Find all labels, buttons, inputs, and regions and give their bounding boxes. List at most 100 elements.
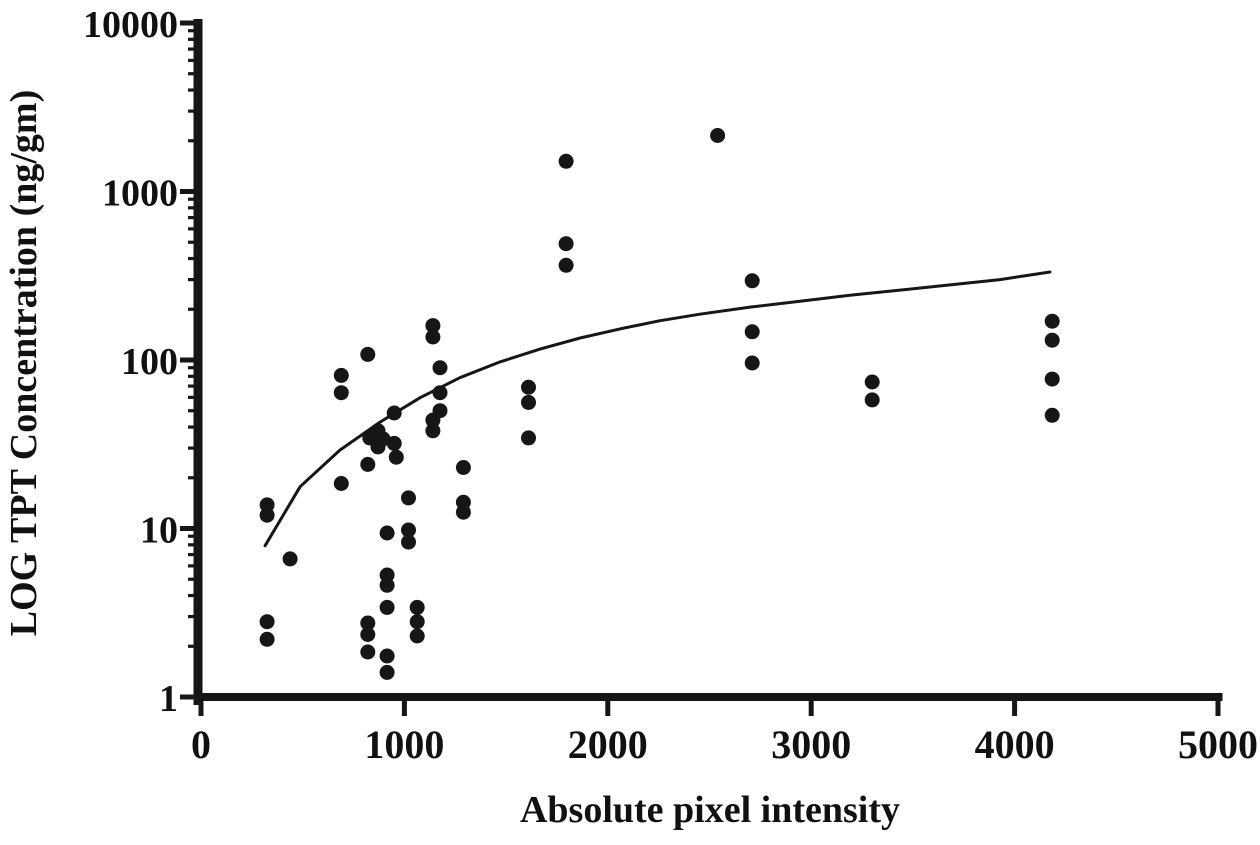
data-point [425,329,441,345]
data-point [455,460,471,475]
data-point [409,599,425,615]
y-major-tick [180,526,199,531]
data-point [401,534,416,550]
data-point [521,430,536,446]
data-point [864,392,880,408]
data-point [432,403,448,419]
data-point [401,522,416,538]
y-minor-tick [188,227,199,231]
data-point [1044,332,1060,348]
y-minor-tick [188,577,199,581]
data-point [333,385,349,401]
y-minor-tick [188,72,199,76]
data-point [379,599,395,615]
y-tick-label: 1000 [102,173,178,215]
y-minor-tick [188,534,199,538]
y-minor-tick [188,216,199,220]
x-tick-label: 5000 [1178,722,1258,767]
y-minor-tick [188,139,199,143]
y-minor-tick [188,47,199,51]
fit-curve [263,270,1052,548]
y-minor-tick [188,29,199,33]
y-minor-tick [188,615,199,619]
y-minor-tick [188,446,199,450]
x-axis-spine [193,693,1223,701]
data-point [432,360,448,376]
data-point [1044,371,1060,387]
x-tick-label: 2000 [568,722,648,767]
y-minor-tick [188,307,199,311]
data-point [333,367,349,383]
y-minor-tick [188,58,199,62]
y-axis-tick-labels: 1 10 100 1000 10000 [83,4,178,720]
x-axis-ticks [198,697,1221,716]
fit-curve-layer [263,270,1052,548]
x-major-tick [605,697,611,716]
y-minor-tick [188,644,199,648]
data-point [521,379,536,395]
data-point [744,273,760,289]
data-point [259,497,275,513]
y-minor-tick [188,409,199,413]
y-minor-tick [188,425,199,429]
y-major-tick [180,20,199,26]
x-major-tick [1215,697,1221,716]
data-point [333,476,349,491]
data-point [386,435,402,451]
y-tick-label: 1 [159,678,178,720]
data-point [1044,313,1060,329]
x-axis-title: Absolute pixel intensity [520,789,900,831]
x-major-tick [808,697,814,716]
data-point [360,346,376,362]
y-minor-tick [188,206,199,210]
y-minor-tick [188,240,199,244]
data-point [744,355,760,371]
data-point [360,627,376,642]
y-minor-tick [188,593,199,598]
x-axis-tick-labels: 0 1000 2000 3000 4000 5000 [191,722,1258,767]
data-point [386,405,402,421]
y-minor-tick [188,256,199,261]
y-axis-ticks [180,20,199,700]
data-point [409,628,425,644]
y-tick-label: 10000 [83,4,178,46]
y-minor-tick [188,366,199,370]
data-point [259,631,275,647]
data-point [558,257,574,273]
data-point [744,324,760,340]
y-minor-tick [188,37,199,41]
data-point [360,456,376,472]
data-point [432,385,448,401]
data-point [360,644,376,660]
y-axis-title: LOG TPT Concentration (ng/gm) [3,90,45,636]
data-point [259,507,275,523]
data-point [388,449,404,465]
data-point [379,525,395,541]
data-point [455,504,471,520]
y-major-tick [180,357,199,363]
x-major-tick [401,697,407,716]
y-major-tick [180,189,199,194]
data-point [558,153,574,169]
data-point [282,551,298,567]
y-minor-tick [188,88,199,92]
data-point [521,394,536,410]
data-point [379,648,395,664]
y-minor-tick [188,278,199,282]
data-point [379,577,395,593]
data-point [379,664,395,680]
data-point [425,423,441,439]
x-major-tick [198,697,204,716]
y-minor-tick [188,564,199,568]
y-tick-label: 10 [140,510,178,552]
data-point [360,615,376,631]
y-minor-tick [188,197,199,201]
y-minor-tick [188,476,199,480]
data-point [1044,407,1060,423]
y-minor-tick [188,553,199,557]
x-tick-label: 4000 [975,722,1055,767]
data-point [425,318,441,334]
y-minor-tick [188,374,199,378]
data-point [379,567,395,583]
